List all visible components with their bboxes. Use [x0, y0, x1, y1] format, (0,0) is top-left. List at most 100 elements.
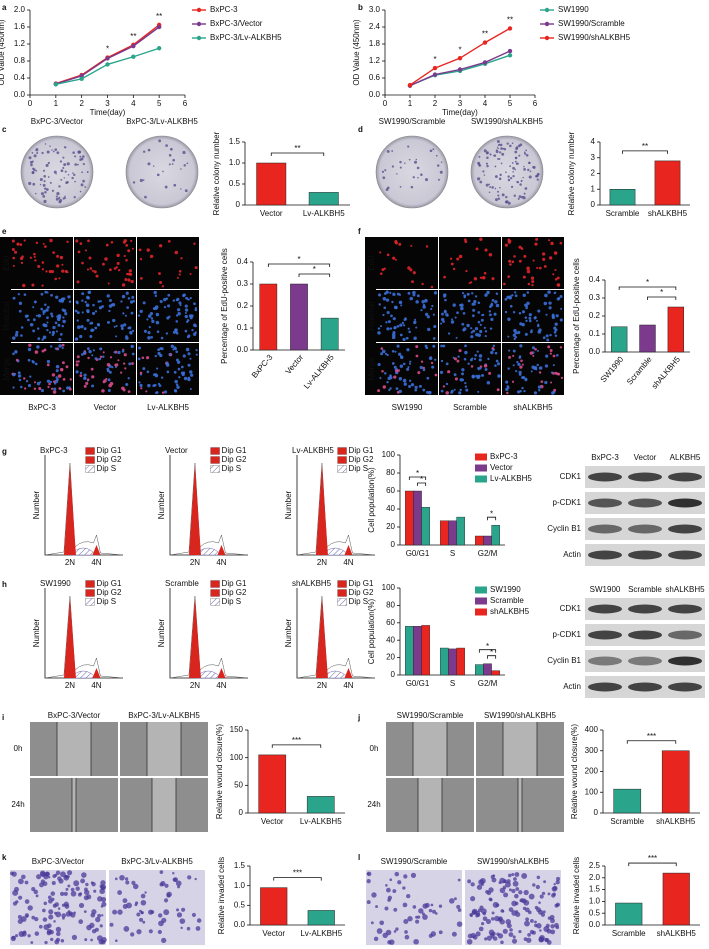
- nucleus: [549, 256, 553, 260]
- nucleus: [122, 240, 126, 244]
- nucleus: [479, 366, 482, 370]
- nucleus: [187, 334, 191, 338]
- significance: *: [106, 45, 109, 54]
- nucleus: [488, 310, 492, 313]
- nucleus: [524, 303, 528, 307]
- colony: [420, 173, 423, 176]
- nucleus: [125, 243, 129, 247]
- nucleus: [511, 294, 514, 297]
- nucleus: [152, 307, 156, 311]
- nucleus: [453, 388, 456, 391]
- nucleus: [531, 283, 534, 287]
- colony: [510, 176, 513, 180]
- invaded-cell: [505, 881, 511, 888]
- colony: [67, 173, 70, 176]
- nucleus: [50, 293, 53, 297]
- nucleus: [454, 377, 458, 381]
- point: [457, 67, 463, 72]
- panel-letter: j: [357, 713, 360, 722]
- nucleus: [151, 319, 155, 324]
- y-tick-label: 80: [386, 601, 395, 610]
- invaded-cell: [70, 912, 76, 918]
- colony: [35, 169, 38, 172]
- nucleus: [386, 380, 389, 384]
- colony: [497, 197, 501, 200]
- nucleus: [122, 312, 125, 315]
- nucleus: [494, 300, 498, 304]
- point: [432, 65, 438, 71]
- invaded-cell: [159, 870, 164, 874]
- nucleus: [50, 387, 54, 390]
- nucleus: [546, 338, 550, 342]
- invaded-cell: [393, 930, 397, 933]
- micrograph: [74, 343, 136, 395]
- nucleus: [380, 352, 384, 356]
- invaded-cell: [384, 906, 389, 911]
- nucleus: [552, 273, 555, 276]
- nucleus: [44, 245, 47, 248]
- nucleus: [508, 259, 512, 263]
- nucleus: [538, 371, 542, 374]
- nucleus: [457, 355, 460, 358]
- nucleus: [442, 385, 446, 388]
- nucleus: [62, 319, 66, 324]
- flow-g1-peak: [63, 465, 76, 555]
- nucleus: [49, 380, 53, 384]
- bracket: [298, 273, 331, 277]
- column-label: BxPC-3: [28, 403, 56, 412]
- nucleus: [53, 387, 57, 391]
- nucleus: [548, 301, 552, 305]
- blot-band: [668, 498, 702, 508]
- invaded-cell: [140, 911, 144, 915]
- nucleus: [404, 318, 407, 321]
- nucleus: [450, 320, 455, 324]
- nucleus: [526, 291, 530, 294]
- invaded-cell: [99, 888, 105, 895]
- invaded-cell: [552, 885, 558, 891]
- nucleus: [93, 270, 97, 274]
- colony: [32, 167, 35, 170]
- nucleus: [76, 311, 80, 315]
- nucleus: [400, 304, 403, 307]
- nucleus: [396, 292, 400, 296]
- invaded-cell: [527, 932, 531, 937]
- invaded-cell: [70, 887, 75, 892]
- colony: [165, 144, 168, 147]
- nucleus: [185, 296, 188, 300]
- y-tick-label: 0.2: [589, 311, 601, 320]
- colony: [497, 194, 500, 197]
- nucleus: [137, 357, 141, 361]
- colony: [483, 149, 487, 153]
- legend-label: shALKBH5: [490, 607, 530, 616]
- nucleus: [530, 370, 533, 373]
- y-tick-label: 40: [386, 635, 395, 644]
- nucleus: [131, 329, 135, 333]
- colony: [44, 143, 47, 145]
- significance: *: [458, 45, 461, 54]
- nucleus: [106, 294, 110, 298]
- bar: [413, 626, 422, 676]
- significance: *: [660, 288, 663, 297]
- invaded-cell: [101, 897, 107, 903]
- nucleus: [461, 322, 465, 326]
- nucleus: [127, 327, 130, 330]
- nucleus: [56, 254, 59, 258]
- flow-peak-label: 2N: [317, 558, 327, 567]
- nucleus: [155, 312, 160, 317]
- invaded-cell: [528, 893, 535, 900]
- nucleus: [377, 363, 381, 367]
- invaded-cell: [503, 879, 507, 884]
- nucleus: [380, 347, 384, 350]
- invaded-cell: [375, 905, 379, 909]
- nucleus: [55, 295, 59, 299]
- invaded-cell: [112, 909, 118, 915]
- colony: [182, 150, 186, 155]
- nucleus: [94, 326, 98, 330]
- nucleus: [484, 335, 487, 338]
- nucleus: [473, 303, 476, 306]
- invaded-cell: [538, 901, 541, 904]
- nucleus: [128, 362, 132, 366]
- blot-row-label: p-CDK1: [553, 630, 582, 639]
- x-tick-label: 4: [483, 99, 488, 108]
- invaded-cell: [505, 919, 512, 925]
